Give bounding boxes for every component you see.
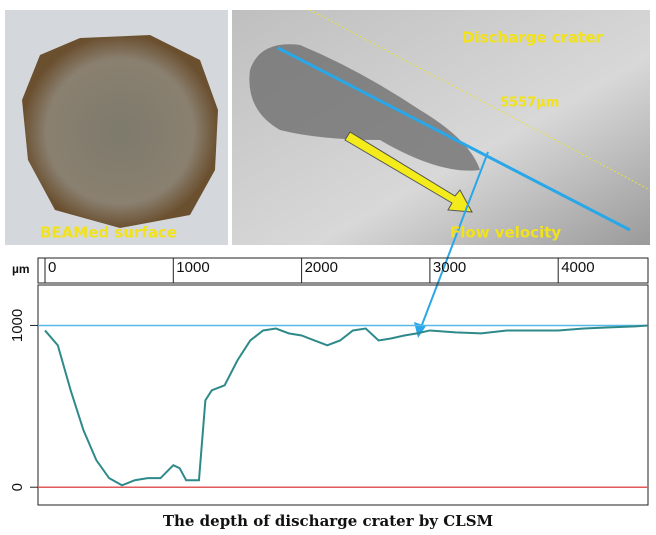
- photo-label: Discharge crater: [462, 29, 603, 47]
- figure: BEAMed surface Discharge crater 5557µm F…: [0, 0, 656, 535]
- plot-frame: [38, 285, 648, 505]
- y-tick-label: 1000: [9, 309, 26, 342]
- photo-label: BEAMed surface: [40, 224, 177, 242]
- photo-label: Flow velocity: [450, 224, 561, 242]
- caption: The depth of discharge crater by CLSM: [163, 512, 493, 530]
- ruler: [38, 258, 648, 283]
- beamed-disc: [22, 35, 218, 228]
- x-tick-label: 2000: [305, 259, 338, 276]
- x-tick-label: 0: [48, 259, 56, 276]
- x-tick-label: 4000: [561, 259, 594, 276]
- x-tick-label: 3000: [433, 259, 466, 276]
- x-unit: µm: [12, 262, 30, 276]
- y-tick-label: 0: [9, 483, 26, 491]
- profile-line: [45, 325, 648, 485]
- photo-label: 5557µm: [500, 96, 559, 111]
- pointer-head: [414, 322, 426, 338]
- x-tick-label: 1000: [176, 259, 209, 276]
